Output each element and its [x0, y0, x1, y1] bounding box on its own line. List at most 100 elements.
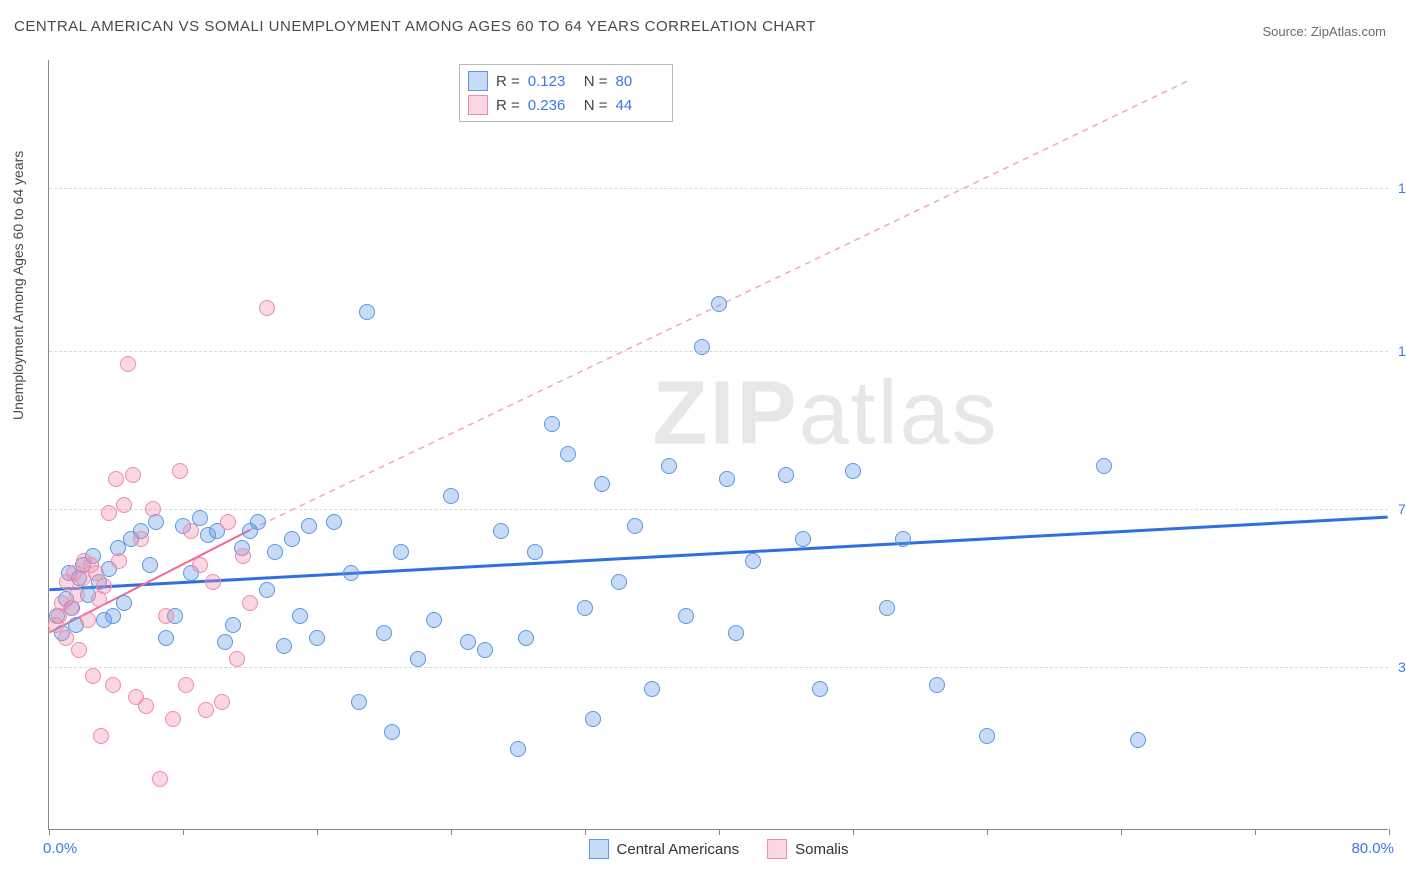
- data-point: [276, 638, 292, 654]
- r-label: R =: [496, 73, 520, 90]
- data-point: [242, 595, 258, 611]
- data-point: [158, 630, 174, 646]
- series-legend: Central Americans Somalis: [589, 839, 849, 859]
- data-point: [728, 625, 744, 641]
- data-point: [527, 544, 543, 560]
- chart-title: CENTRAL AMERICAN VS SOMALI UNEMPLOYMENT …: [14, 18, 816, 35]
- data-point: [292, 608, 308, 624]
- data-point: [845, 463, 861, 479]
- data-point: [58, 630, 74, 646]
- x-tick: [719, 829, 720, 835]
- data-point: [410, 651, 426, 667]
- x-tick: [451, 829, 452, 835]
- data-point: [229, 651, 245, 667]
- data-point: [1130, 732, 1146, 748]
- data-point: [644, 681, 660, 697]
- data-point: [678, 608, 694, 624]
- data-point: [393, 544, 409, 560]
- legend-swatch: [468, 71, 488, 91]
- gridline: [49, 351, 1388, 352]
- n-value: 44: [616, 97, 664, 114]
- n-label: N =: [584, 97, 608, 114]
- data-point: [158, 608, 174, 624]
- legend-label: Central Americans: [617, 841, 740, 858]
- data-point: [71, 642, 87, 658]
- x-tick: [1389, 829, 1390, 835]
- data-point: [152, 771, 168, 787]
- data-point: [477, 642, 493, 658]
- x-tick: [1255, 829, 1256, 835]
- data-point: [795, 531, 811, 547]
- gridline: [49, 188, 1388, 189]
- data-point: [719, 471, 735, 487]
- legend-swatch: [589, 839, 609, 859]
- data-point: [80, 612, 96, 628]
- x-tick: [853, 829, 854, 835]
- data-point: [138, 698, 154, 714]
- legend-item: Central Americans: [589, 839, 740, 859]
- data-point: [235, 548, 251, 564]
- data-point: [510, 741, 526, 757]
- correlation-legend: R =0.123N =80R =0.236N =44: [459, 64, 673, 122]
- data-point: [585, 711, 601, 727]
- n-value: 80: [616, 73, 664, 90]
- data-point: [96, 578, 112, 594]
- data-point: [879, 600, 895, 616]
- data-point: [178, 677, 194, 693]
- plot-area: ZIPatlas R =0.123N =80R =0.236N =44 0.0%…: [48, 60, 1388, 830]
- r-value: 0.236: [528, 97, 576, 114]
- data-point: [929, 677, 945, 693]
- y-axis-label: Unemployment Among Ages 60 to 64 years: [10, 151, 26, 420]
- r-value: 0.123: [528, 73, 576, 90]
- data-point: [611, 574, 627, 590]
- data-point: [812, 681, 828, 697]
- data-point: [220, 514, 236, 530]
- data-point: [711, 296, 727, 312]
- x-tick: [585, 829, 586, 835]
- data-point: [351, 694, 367, 710]
- data-point: [105, 677, 121, 693]
- data-point: [895, 531, 911, 547]
- data-point: [518, 630, 534, 646]
- data-point: [214, 694, 230, 710]
- x-axis-min: 0.0%: [43, 840, 77, 857]
- x-tick: [183, 829, 184, 835]
- legend-swatch: [468, 95, 488, 115]
- data-point: [979, 728, 995, 744]
- data-point: [205, 574, 221, 590]
- data-point: [326, 514, 342, 530]
- data-point: [105, 608, 121, 624]
- chart-container: CENTRAL AMERICAN VS SOMALI UNEMPLOYMENT …: [0, 0, 1406, 892]
- watermark: ZIPatlas: [653, 362, 999, 465]
- data-point: [661, 458, 677, 474]
- data-point: [301, 518, 317, 534]
- data-point: [694, 339, 710, 355]
- data-point: [198, 702, 214, 718]
- data-point: [259, 300, 275, 316]
- x-tick: [987, 829, 988, 835]
- data-point: [116, 595, 132, 611]
- data-point: [376, 625, 392, 641]
- data-point: [267, 544, 283, 560]
- x-tick: [49, 829, 50, 835]
- data-point: [133, 531, 149, 547]
- data-point: [250, 514, 266, 530]
- x-tick: [317, 829, 318, 835]
- data-point: [309, 630, 325, 646]
- x-tick: [1121, 829, 1122, 835]
- data-point: [69, 587, 85, 603]
- data-point: [165, 711, 181, 727]
- data-point: [460, 634, 476, 650]
- data-point: [1096, 458, 1112, 474]
- data-point: [85, 668, 101, 684]
- data-point: [577, 600, 593, 616]
- data-point: [544, 416, 560, 432]
- n-label: N =: [584, 73, 608, 90]
- data-point: [384, 724, 400, 740]
- data-point: [111, 553, 127, 569]
- legend-label: Somalis: [795, 841, 848, 858]
- data-point: [493, 523, 509, 539]
- data-point: [426, 612, 442, 628]
- source-attribution: Source: ZipAtlas.com: [1262, 24, 1386, 39]
- gridline: [49, 509, 1388, 510]
